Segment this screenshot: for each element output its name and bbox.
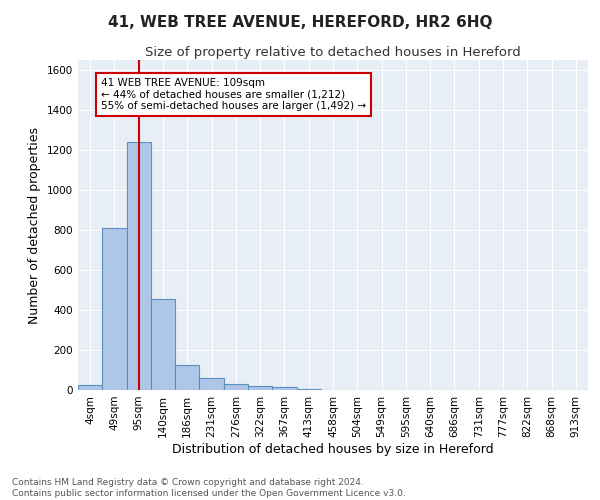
Text: 41 WEB TREE AVENUE: 109sqm
← 44% of detached houses are smaller (1,212)
55% of s: 41 WEB TREE AVENUE: 109sqm ← 44% of deta… — [101, 78, 366, 111]
Bar — [248, 386, 272, 390]
Bar — [175, 365, 199, 390]
Bar — [102, 228, 127, 390]
Y-axis label: Number of detached properties: Number of detached properties — [28, 126, 41, 324]
Bar — [272, 387, 296, 390]
Bar — [78, 385, 102, 390]
Bar — [224, 384, 248, 390]
Bar — [296, 389, 321, 390]
Title: Size of property relative to detached houses in Hereford: Size of property relative to detached ho… — [145, 46, 521, 59]
Bar — [199, 378, 224, 390]
Text: 41, WEB TREE AVENUE, HEREFORD, HR2 6HQ: 41, WEB TREE AVENUE, HEREFORD, HR2 6HQ — [108, 15, 492, 30]
Bar — [151, 299, 175, 390]
Text: Contains HM Land Registry data © Crown copyright and database right 2024.
Contai: Contains HM Land Registry data © Crown c… — [12, 478, 406, 498]
X-axis label: Distribution of detached houses by size in Hereford: Distribution of detached houses by size … — [172, 442, 494, 456]
Bar — [127, 142, 151, 390]
